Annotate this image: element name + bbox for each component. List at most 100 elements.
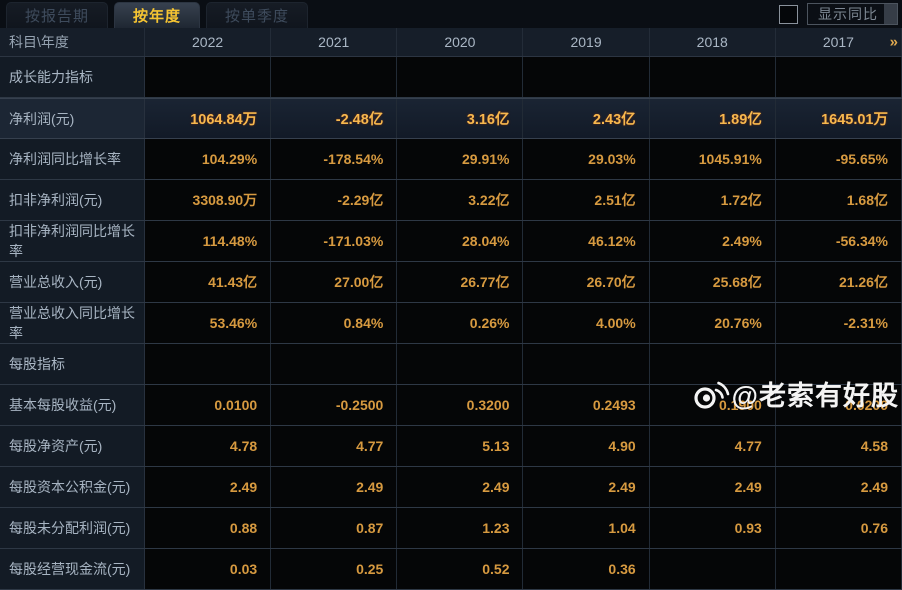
- cell-2022: 53.46%: [145, 303, 272, 343]
- more-years-icon[interactable]: »: [889, 33, 898, 51]
- cell-2020: 0.26%: [397, 303, 524, 343]
- row-label: 成长能力指标: [0, 57, 145, 97]
- cell-2017: 2.49: [775, 467, 902, 507]
- row-label: 每股未分配利润(元): [0, 508, 145, 548]
- cell-2017: -56.34%: [775, 221, 902, 261]
- cell-2020: 3.22亿: [397, 180, 524, 220]
- cell-2022: 2.49: [145, 467, 272, 507]
- row-label: 每股经营现金流(元): [0, 549, 145, 589]
- cell-2020: 1.23: [397, 508, 524, 548]
- cell-2017: 1645.01万: [775, 99, 902, 138]
- table-body: 成长能力指标 净利润(元) 1064.84万 -2.48亿 3.16亿 2.43…: [0, 57, 902, 590]
- cell-2020: [397, 344, 524, 384]
- table-row: 扣非净利润(元) 3308.90万 -2.29亿 3.22亿 2.51亿 1.7…: [0, 180, 902, 221]
- cell-2022: 0.0100: [145, 385, 272, 425]
- row-label: 净利润(元): [0, 99, 145, 138]
- cell-2019: 26.70亿: [523, 262, 650, 302]
- cell-2019: 2.43亿: [523, 99, 650, 138]
- cell-2018: 2.49: [649, 467, 776, 507]
- cell-2021: -0.2500: [271, 385, 398, 425]
- cell-2017: [775, 549, 902, 589]
- cell-2018: 1.89亿: [649, 99, 776, 138]
- row-label: 扣非净利润(元): [0, 180, 145, 220]
- cell-2020: 28.04%: [397, 221, 524, 261]
- row-label: 营业总收入同比增长率: [0, 303, 145, 343]
- show-yoy-control: 显示同比: [779, 3, 898, 25]
- cell-2020: 5.13: [397, 426, 524, 466]
- table-row: 每股指标: [0, 344, 902, 385]
- cell-2021: -2.48亿: [271, 99, 398, 138]
- show-yoy-grip: [884, 4, 897, 24]
- watermark-handle: @老索有好股: [731, 381, 899, 411]
- tab-annual[interactable]: 按年度: [114, 2, 201, 28]
- cell-2021: [271, 344, 398, 384]
- cell-2018: 0.93: [649, 508, 776, 548]
- cell-2018: 1045.91%: [649, 139, 776, 179]
- cell-2018: [649, 344, 776, 384]
- year-header-2019: 2019: [523, 28, 650, 56]
- year-header-2017: 2017 »: [776, 28, 902, 56]
- table-header-row: 科目\年度 2022 2021 2020 2019 2018 2017 »: [0, 28, 902, 57]
- cell-2020: 0.3200: [397, 385, 524, 425]
- year-header-2018: 2018: [650, 28, 776, 56]
- cell-2021: 2.49: [271, 467, 398, 507]
- cell-2022: 4.78: [145, 426, 272, 466]
- cell-2020: 3.16亿: [397, 99, 524, 138]
- cell-2017: 4.58: [775, 426, 902, 466]
- cell-2017: -2.31%: [775, 303, 902, 343]
- cell-2018: 25.68亿: [649, 262, 776, 302]
- table-row: 每股资本公积金(元) 2.49 2.49 2.49 2.49 2.49 2.49: [0, 467, 902, 508]
- cell-2019: 29.03%: [523, 139, 650, 179]
- cell-2019: 46.12%: [523, 221, 650, 261]
- cell-2022: 0.88: [145, 508, 272, 548]
- cell-2018: [649, 549, 776, 589]
- row-label: 扣非净利润同比增长率: [0, 221, 145, 261]
- cell-2018: 1.72亿: [649, 180, 776, 220]
- table-row: 净利润(元) 1064.84万 -2.48亿 3.16亿 2.43亿 1.89亿…: [0, 98, 902, 139]
- cell-2019: 2.49: [523, 467, 650, 507]
- cell-2018: [649, 57, 776, 97]
- cell-2021: -178.54%: [271, 139, 398, 179]
- cell-2022: 114.48%: [145, 221, 272, 261]
- cell-2019: 1.04: [523, 508, 650, 548]
- tab-report-period[interactable]: 按报告期: [6, 2, 109, 28]
- table-row: 基本每股收益(元) 0.0100 -0.2500 0.3200 0.2493 0…: [0, 385, 902, 426]
- cell-2019: [523, 57, 650, 97]
- cell-2019: 0.2493: [523, 385, 650, 425]
- row-label: 每股净资产(元): [0, 426, 145, 466]
- cell-2017: 1.68亿: [775, 180, 902, 220]
- cell-2021: -2.29亿: [271, 180, 398, 220]
- cell-2021: 27.00亿: [271, 262, 398, 302]
- show-yoy-toggle[interactable]: 显示同比: [807, 3, 898, 25]
- year-header-2017-label: 2017: [822, 34, 854, 50]
- table-row: 每股未分配利润(元) 0.88 0.87 1.23 1.04 0.93 0.76: [0, 508, 902, 549]
- cell-2022: 1064.84万: [145, 99, 272, 138]
- cell-2020: 29.91%: [397, 139, 524, 179]
- cell-2017: 21.26亿: [775, 262, 902, 302]
- cell-2022: 104.29%: [145, 139, 272, 179]
- cell-2021: -171.03%: [271, 221, 398, 261]
- cell-2021: 0.25: [271, 549, 398, 589]
- row-label: 净利润同比增长率: [0, 139, 145, 179]
- cell-2019: 0.36: [523, 549, 650, 589]
- tab-single-quarter[interactable]: 按单季度: [206, 2, 309, 28]
- cell-2019: 4.00%: [523, 303, 650, 343]
- corner-header-cell: 科目\年度: [0, 28, 145, 56]
- cell-2017: [775, 57, 902, 97]
- row-label: 营业总收入(元): [0, 262, 145, 302]
- table-row: 营业总收入(元) 41.43亿 27.00亿 26.77亿 26.70亿 25.…: [0, 262, 902, 303]
- row-label: 每股指标: [0, 344, 145, 384]
- row-label: 基本每股收益(元): [0, 385, 145, 425]
- cell-2022: [145, 344, 272, 384]
- cell-2017: [775, 344, 902, 384]
- weibo-icon: [694, 381, 729, 409]
- table-row: 成长能力指标: [0, 57, 902, 98]
- cell-2020: 26.77亿: [397, 262, 524, 302]
- cell-2018: 2.49%: [649, 221, 776, 261]
- cell-2021: [271, 57, 398, 97]
- cell-2020: 0.52: [397, 549, 524, 589]
- cell-2021: 0.84%: [271, 303, 398, 343]
- table-row: 营业总收入同比增长率 53.46% 0.84% 0.26% 4.00% 20.7…: [0, 303, 902, 344]
- show-yoy-checkbox[interactable]: [779, 4, 798, 24]
